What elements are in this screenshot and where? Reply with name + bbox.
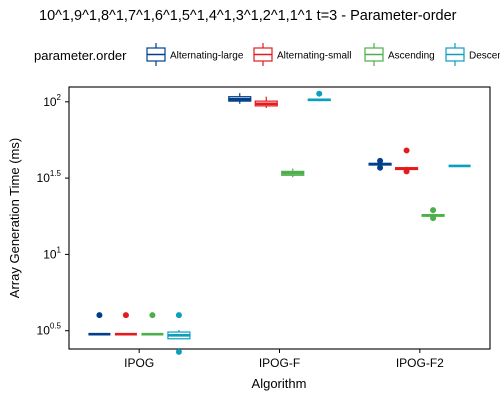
legend-title: parameter.order [34, 48, 127, 63]
outlier-point [430, 207, 437, 214]
y-tick-base: 10 [37, 171, 51, 185]
box-layer [88, 90, 471, 355]
x-tick-label: IPOG [124, 356, 154, 370]
y-tick-exponent: 1 [57, 245, 62, 254]
x-tick-label: IPOG-F [259, 356, 300, 370]
y-tick-exponent: 2 [57, 93, 62, 102]
plot-panel [68, 86, 491, 350]
legend-item: Alternating-large [146, 43, 244, 66]
outlier-point [175, 312, 182, 319]
y-tick-label: 101.5 [37, 169, 62, 185]
outlier-point [430, 215, 437, 222]
x-axis-title: Algorithm [252, 376, 307, 391]
y-tick-label: 100.5 [37, 322, 62, 338]
legend: parameter.order Alternating-large Alterna… [34, 43, 500, 66]
box-descending-ipog [167, 312, 191, 355]
outlier-point [149, 312, 156, 319]
legend-label: Ascending [388, 51, 435, 62]
box-alternating-small-ipog-f [254, 96, 278, 109]
y-tick-exponent: 1.5 [50, 169, 62, 178]
box-alternating-large-ipog-f2 [368, 157, 392, 171]
y-tick-exponent: 0.5 [50, 322, 62, 331]
outlier-point [377, 157, 384, 164]
outlier-point [96, 312, 103, 319]
outlier-point [377, 164, 384, 171]
box-ascending-ipog [141, 312, 164, 336]
box-ascending-ipog-f [281, 168, 305, 178]
outlier-point [403, 147, 410, 154]
y-tick-base: 10 [43, 247, 57, 261]
outlier-point [122, 312, 129, 319]
legend-label: Alternating-large [170, 51, 244, 62]
box-alternating-large-ipog [88, 312, 111, 336]
y-tick-base: 10 [37, 324, 51, 338]
box-alternating-small-ipog [114, 312, 137, 336]
legend-item: Alternating-small [253, 43, 351, 66]
y-tick-base: 10 [43, 95, 57, 109]
legend-item: Descending [445, 43, 500, 66]
chart-title: 10^1,9^1,8^1,7^1,6^1,5^1,4^1,3^1,2^1,1^1… [39, 8, 457, 24]
box-ascending-ipog-f2 [421, 207, 445, 222]
box-alternating-large-ipog-f [228, 93, 252, 104]
y-tick-label: 102 [43, 93, 61, 109]
box-alternating-small-ipog-f2 [394, 147, 419, 175]
x-axis: IPOG IPOG-F IPOG-F2 [124, 349, 444, 370]
outlier-point [403, 168, 410, 175]
outlier-point [316, 90, 323, 97]
outlier-point [175, 348, 182, 355]
box-descending-ipog-f [307, 90, 331, 102]
x-tick-label: IPOG-F2 [396, 356, 444, 370]
legend-item: Ascending [364, 43, 435, 66]
legend-label: Alternating-small [277, 51, 351, 62]
y-tick-label: 101 [43, 245, 61, 261]
legend-label: Descending [469, 51, 500, 62]
y-axis-title: Array Generation Time (ms) [7, 138, 22, 298]
